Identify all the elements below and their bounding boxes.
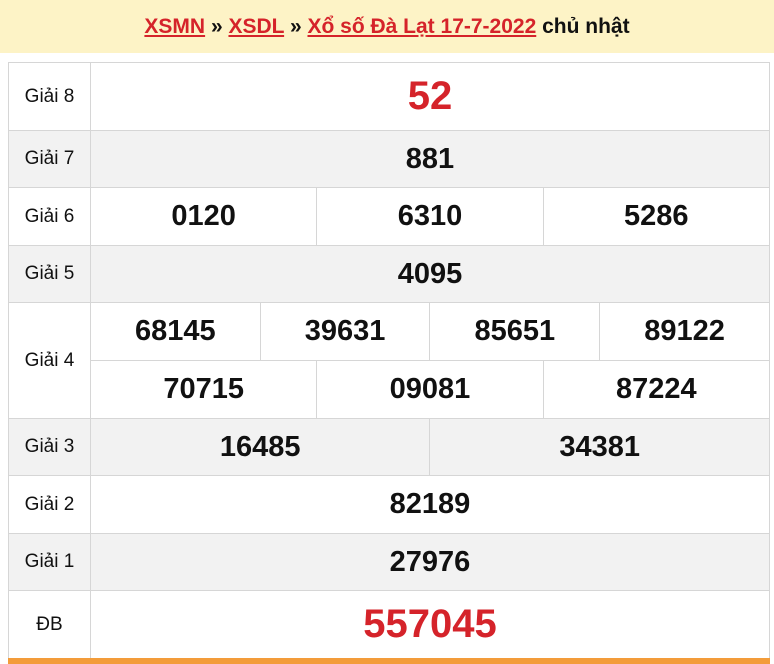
prize-number-special: 557045	[90, 590, 770, 659]
prize-number: 39631	[259, 302, 431, 361]
prize-number: 34381	[429, 418, 770, 476]
prize-number: 0120	[89, 187, 318, 246]
results-table: Giải 8 52 Giải 7 881 Giải 6 0120 6310 52…	[8, 62, 771, 659]
prize-row-6: Giải 6 0120 6310 5286	[8, 187, 771, 246]
prize-label: Giải 1	[8, 533, 91, 591]
breadcrumb-link-xsdl[interactable]: XSDL	[228, 15, 285, 38]
prize-row-special: ĐB 557045	[8, 590, 770, 659]
prize-number: 89122	[599, 302, 770, 361]
prize-row-7: Giải 7 881	[8, 130, 770, 188]
prize-row-3: Giải 3 16485 34381	[8, 418, 770, 476]
prize-number: 16485	[89, 418, 431, 476]
prize-row-5: Giải 5 4095	[8, 245, 770, 303]
prize-number: 85651	[429, 302, 601, 361]
prize-label: Giải 4	[8, 302, 91, 419]
prize-label: ĐB	[8, 590, 91, 659]
separator: »	[289, 15, 302, 38]
breadcrumb-header: XSMN » XSDL » Xổ số Đà Lạt 17-7-2022 chủ…	[0, 0, 774, 53]
prize-label: Giải 7	[8, 130, 91, 188]
prize-number: 5286	[542, 187, 771, 246]
prize-number: 82189	[90, 475, 770, 534]
day-of-week: chủ nhật	[542, 15, 630, 38]
prize-number: 27976	[90, 533, 770, 591]
prize-number: 881	[90, 130, 770, 188]
separator: »	[210, 15, 223, 38]
prize-number: 6310	[316, 187, 544, 246]
prize-row-4b: 70715 09081 87224	[9, 360, 771, 419]
prize-row-4: Giải 4 68145 39631 85651 89122	[8, 302, 770, 419]
prize-number: 87224	[542, 360, 771, 419]
prize-label: Giải 2	[8, 475, 91, 534]
prize-number: 68145	[90, 302, 261, 361]
footer-bar	[8, 658, 770, 664]
prize-number: 52	[90, 62, 770, 131]
breadcrumb-link-xsmn[interactable]: XSMN	[144, 15, 206, 38]
breadcrumb-link-date[interactable]: Xổ số Đà Lạt 17-7-2022	[307, 15, 537, 38]
prize-label: Giải 8	[8, 62, 91, 131]
prize-row-1: Giải 1 27976	[8, 533, 770, 591]
prize-label: Giải 5	[8, 245, 91, 303]
prize-row-8: Giải 8 52	[8, 62, 770, 131]
prize-row-2: Giải 2 82189	[8, 475, 770, 534]
prize-label: Giải 3	[8, 418, 91, 476]
prize-label: Giải 6	[8, 187, 91, 246]
prize-number: 4095	[90, 245, 770, 303]
prize-number: 70715	[89, 360, 318, 419]
prize-number: 09081	[316, 360, 544, 419]
